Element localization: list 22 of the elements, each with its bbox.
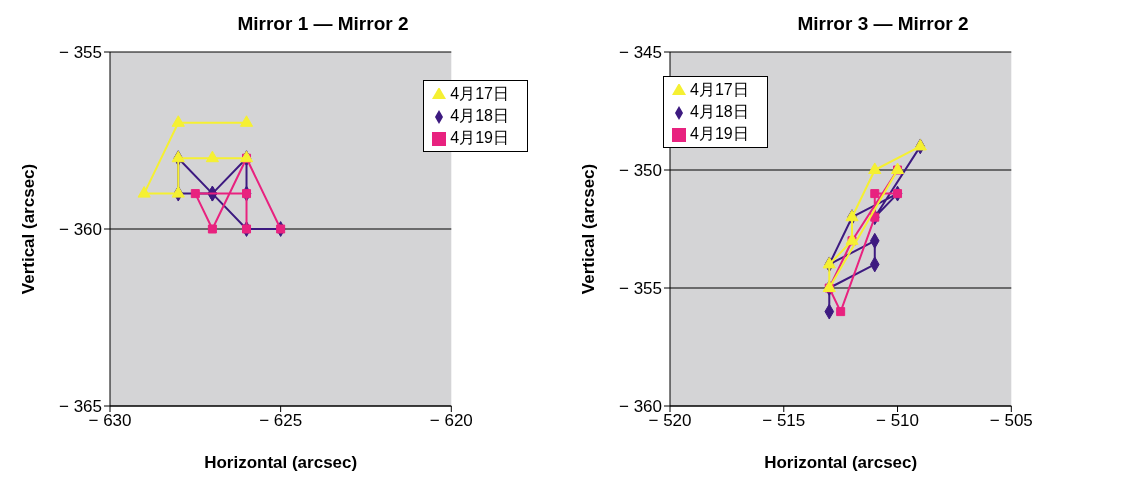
x-tick-label: − 505 (989, 411, 1033, 431)
x-tick-label: − 515 (762, 411, 806, 431)
legend-label: 4月18日 (690, 103, 749, 120)
x-tick-label: − 620 (429, 411, 473, 431)
chart-title: Mirror 1 — Mirror 2 (236, 12, 410, 36)
legend-label: 4月19日 (690, 125, 749, 142)
y-tick-label: − 355 (58, 43, 102, 63)
x-axis-title: Horizontal (arcsec) (764, 453, 918, 472)
y-axis-title: Vertical (arcsec) (19, 163, 39, 295)
y-tick-label: − 345 (618, 43, 662, 63)
y-tick-label: − 355 (618, 279, 662, 299)
x-axis-title: Horizontal (arcsec) (204, 453, 358, 472)
legend-label: 4月18日 (450, 107, 509, 124)
y-axis-title: Vertical (arcsec) (579, 163, 599, 295)
chart-title: Mirror 3 — Mirror 2 (796, 12, 970, 36)
x-tick-label: − 510 (876, 411, 920, 431)
legend-label: 4月17日 (690, 81, 749, 98)
legend-label: 4月17日 (450, 85, 509, 102)
x-tick-label: − 625 (259, 411, 303, 431)
legend-label: 4月19日 (450, 129, 509, 146)
y-tick-label: − 350 (618, 161, 662, 181)
y-tick-label: − 360 (58, 220, 102, 240)
